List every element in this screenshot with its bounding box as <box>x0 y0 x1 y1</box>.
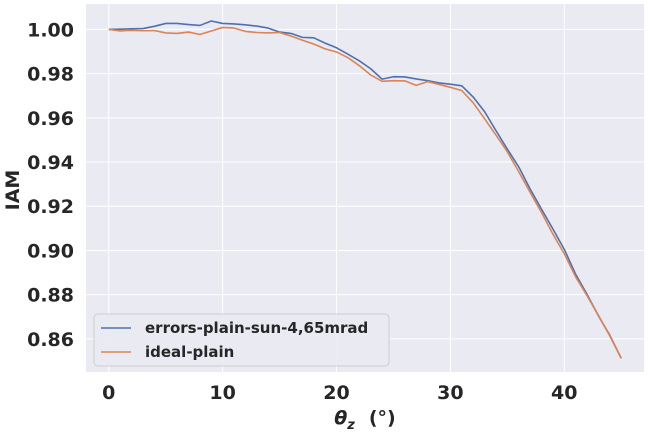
x-tick-label: 20 <box>323 382 349 404</box>
y-tick-label: 0.90 <box>27 240 74 262</box>
grid <box>86 4 644 372</box>
y-axis-label: IAM <box>2 170 24 211</box>
x-tick-label: 30 <box>437 382 463 404</box>
y-tick-label: 0.88 <box>27 285 74 307</box>
series-line-1 <box>108 20 622 359</box>
y-tick-label: 0.98 <box>27 64 74 86</box>
series-group <box>108 20 622 359</box>
y-tick-label: 0.96 <box>27 108 74 130</box>
y-tick-labels: 0.86 0.88 0.90 0.92 0.94 0.96 0.98 1.00 <box>27 19 74 350</box>
x-tick-label: 0 <box>102 382 115 404</box>
x-axis-label-subscript: z <box>346 418 355 432</box>
x-axis-label: θz (°) <box>334 407 396 432</box>
y-tick-label: 1.00 <box>27 19 74 41</box>
legend-box <box>93 313 390 367</box>
x-axis-label-symbol: θ <box>334 407 347 429</box>
y-tick-label: 0.94 <box>27 152 74 174</box>
legend: errors-plain-sun-4,65mrad ideal-plain <box>93 313 390 367</box>
legend-label-series-1: errors-plain-sun-4,65mrad <box>145 319 368 337</box>
y-tick-label: 0.92 <box>27 196 74 218</box>
legend-label-series-2: ideal-plain <box>145 343 234 361</box>
series-line-2 <box>108 26 622 359</box>
x-axis-label-unit: (°) <box>369 407 396 429</box>
y-tick-label: 0.86 <box>27 329 74 351</box>
x-tick-label: 40 <box>551 382 577 404</box>
x-tick-labels: 0 10 20 30 40 <box>102 382 577 404</box>
x-tick-label: 10 <box>209 382 235 404</box>
